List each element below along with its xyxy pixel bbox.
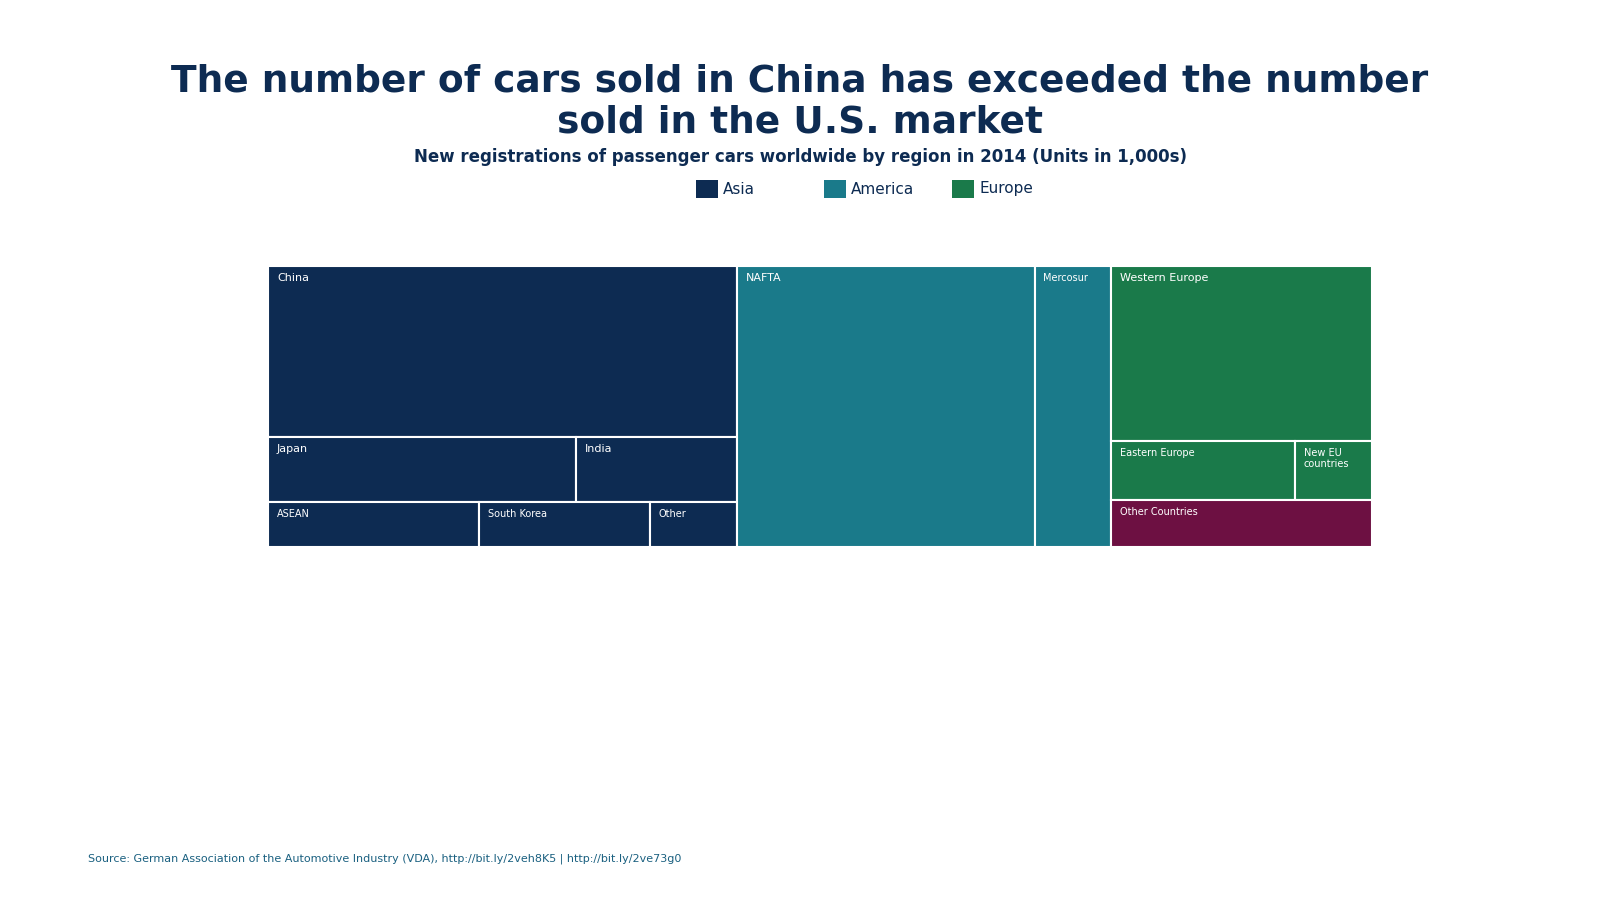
Text: New EU
countries: New EU countries — [1304, 447, 1349, 469]
Text: Japan: Japan — [277, 444, 309, 454]
Text: Source: German Association of the Automotive Industry (VDA), http://bit.ly/2veh8: Source: German Association of the Automo… — [88, 853, 682, 864]
FancyBboxPatch shape — [576, 437, 738, 501]
FancyBboxPatch shape — [1112, 441, 1294, 500]
FancyBboxPatch shape — [1035, 266, 1112, 546]
FancyBboxPatch shape — [1112, 266, 1371, 441]
FancyBboxPatch shape — [269, 501, 478, 546]
Text: Mercosur: Mercosur — [1043, 273, 1088, 283]
Text: South Korea: South Korea — [488, 508, 547, 518]
FancyBboxPatch shape — [738, 266, 1035, 546]
FancyBboxPatch shape — [1112, 500, 1371, 546]
Text: NAFTA: NAFTA — [746, 273, 781, 283]
FancyBboxPatch shape — [269, 266, 738, 437]
FancyBboxPatch shape — [269, 437, 576, 501]
Text: Europe: Europe — [979, 182, 1034, 196]
Text: India: India — [584, 444, 611, 454]
Text: America: America — [851, 182, 915, 196]
FancyBboxPatch shape — [650, 501, 738, 546]
Text: Western Europe: Western Europe — [1120, 273, 1208, 283]
Text: Other Countries: Other Countries — [1120, 508, 1198, 518]
Text: The number of cars sold in China has exceeded the number
sold in the U.S. market: The number of cars sold in China has exc… — [171, 63, 1429, 140]
Text: China: China — [277, 273, 309, 283]
FancyBboxPatch shape — [478, 501, 650, 546]
Text: ASEAN: ASEAN — [277, 508, 310, 518]
FancyBboxPatch shape — [1294, 441, 1371, 500]
Text: Eastern Europe: Eastern Europe — [1120, 447, 1195, 457]
Text: Asia: Asia — [723, 182, 755, 196]
Text: New registrations of passenger cars worldwide by region in 2014 (Units in 1,000s: New registrations of passenger cars worl… — [413, 148, 1187, 166]
Text: Other: Other — [659, 508, 686, 518]
